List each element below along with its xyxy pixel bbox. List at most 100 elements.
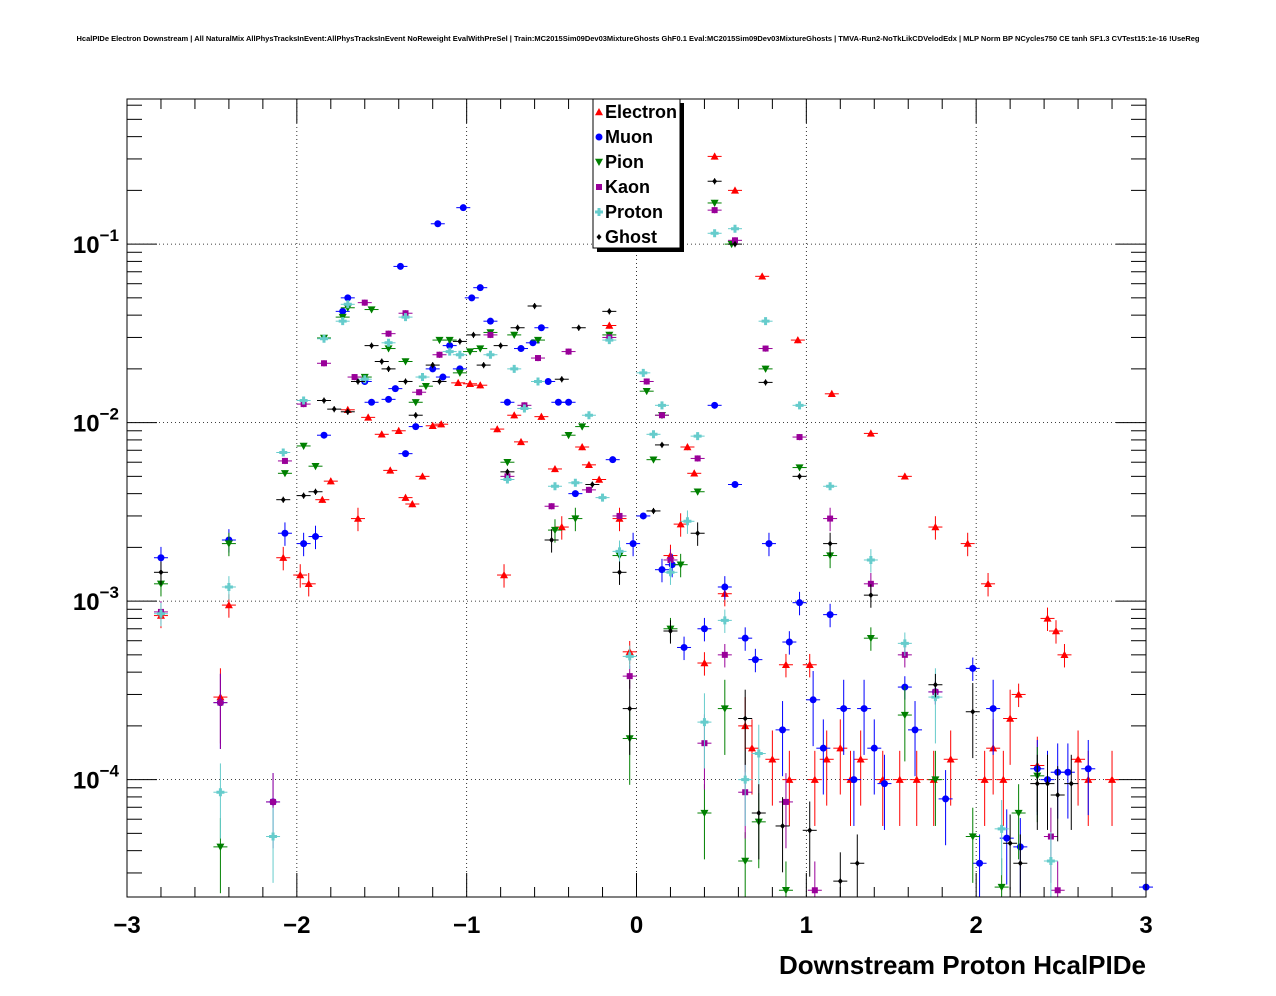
pion-series — [153, 199, 1045, 897]
muon-point — [989, 705, 997, 713]
muon-point — [911, 726, 919, 734]
kaon-point — [270, 798, 277, 805]
kaon-point — [626, 673, 633, 680]
pion-point — [710, 199, 719, 207]
electron-point — [454, 378, 463, 387]
muon-point — [529, 339, 537, 347]
pion-point — [578, 423, 587, 431]
ghost-point — [1068, 780, 1074, 787]
ghost-point — [1007, 840, 1013, 847]
proton-point — [666, 568, 675, 577]
kaon-point — [436, 351, 443, 358]
electron-point — [758, 272, 767, 280]
muon-point — [751, 656, 759, 664]
proton-point — [584, 411, 593, 420]
muon-point — [765, 540, 773, 548]
muon-point — [731, 481, 739, 489]
electron-point — [822, 755, 831, 763]
legend-marker-kaon — [596, 184, 602, 190]
pion-point — [533, 336, 542, 345]
muon-point — [429, 365, 437, 373]
pion-point — [311, 462, 320, 471]
electron-point — [856, 755, 865, 763]
proton-point — [826, 482, 835, 491]
pion-point — [510, 331, 519, 339]
electron-point — [557, 523, 566, 531]
electron-point — [500, 571, 509, 579]
electron-point — [318, 495, 327, 503]
kaon-point — [385, 330, 392, 337]
legend-label-pion: Pion — [605, 152, 644, 172]
proton-point — [1046, 857, 1055, 866]
electron-point — [584, 460, 593, 469]
proton-point — [741, 775, 750, 784]
ghost-point — [606, 308, 612, 315]
electron-point — [912, 775, 921, 783]
electron-point — [517, 437, 526, 446]
pion-point — [931, 776, 940, 784]
muon-point — [517, 345, 525, 353]
electron-point — [408, 499, 417, 508]
proton-point — [720, 616, 729, 625]
y-tick-label: 10−2 — [73, 405, 119, 438]
legend-label-muon: Muon — [605, 127, 653, 147]
electron-point — [805, 660, 814, 668]
y-tick-label: 10−4 — [73, 762, 120, 795]
electron-point — [296, 571, 305, 579]
proton-point — [900, 639, 909, 648]
ghost-point — [559, 376, 565, 383]
muon-point — [503, 398, 511, 406]
muon-point — [658, 566, 666, 574]
muon-point — [344, 294, 352, 302]
ghost-point — [481, 362, 487, 369]
proton-point — [533, 377, 542, 386]
muon-point — [385, 395, 393, 403]
kaon-point — [811, 887, 818, 894]
ghost-point — [576, 324, 582, 331]
proton-point — [455, 350, 464, 359]
electron-point — [1060, 650, 1069, 659]
electron-point — [326, 477, 335, 485]
proton-point — [216, 788, 225, 797]
ghost-point — [807, 827, 813, 834]
muon-point — [639, 512, 647, 520]
x-tick-label: −2 — [283, 912, 310, 939]
electron-point — [537, 412, 546, 420]
ghost-point — [1017, 860, 1023, 867]
electron-point — [827, 389, 836, 398]
electron-point — [364, 413, 373, 421]
kaon-point — [667, 556, 674, 563]
ghost-point — [797, 473, 803, 480]
legend-marker-ghost — [596, 234, 602, 240]
kaon-point — [585, 486, 592, 493]
ghost-point — [627, 705, 633, 712]
electron-point — [1014, 690, 1023, 698]
x-tick-label: −1 — [453, 912, 480, 939]
pion-point — [642, 387, 651, 396]
muon-point — [721, 583, 729, 591]
kaon-point — [796, 434, 803, 441]
muon-point — [870, 744, 878, 752]
muon-point — [680, 643, 688, 651]
ghost-point — [355, 378, 361, 385]
legend: Electron Muon Pion Kaon Proton Ghost — [592, 98, 684, 252]
proton-point — [418, 373, 427, 382]
proton-point — [486, 350, 495, 359]
ghost-point — [837, 878, 843, 885]
ghost-point — [457, 338, 463, 345]
pion-point — [795, 464, 804, 472]
muon-point — [711, 401, 719, 409]
ghost-point — [589, 481, 595, 488]
ghost-point — [1055, 792, 1061, 799]
electron-point — [493, 425, 502, 433]
pion-point — [216, 843, 225, 851]
electron-point — [476, 381, 485, 389]
y-tick-label: 10−1 — [73, 226, 119, 259]
proton-point — [683, 517, 692, 526]
pion-point — [476, 345, 485, 353]
kaon-point — [721, 651, 728, 658]
electron-point — [963, 539, 972, 547]
electron-point — [428, 421, 437, 429]
proton-point — [299, 396, 308, 405]
